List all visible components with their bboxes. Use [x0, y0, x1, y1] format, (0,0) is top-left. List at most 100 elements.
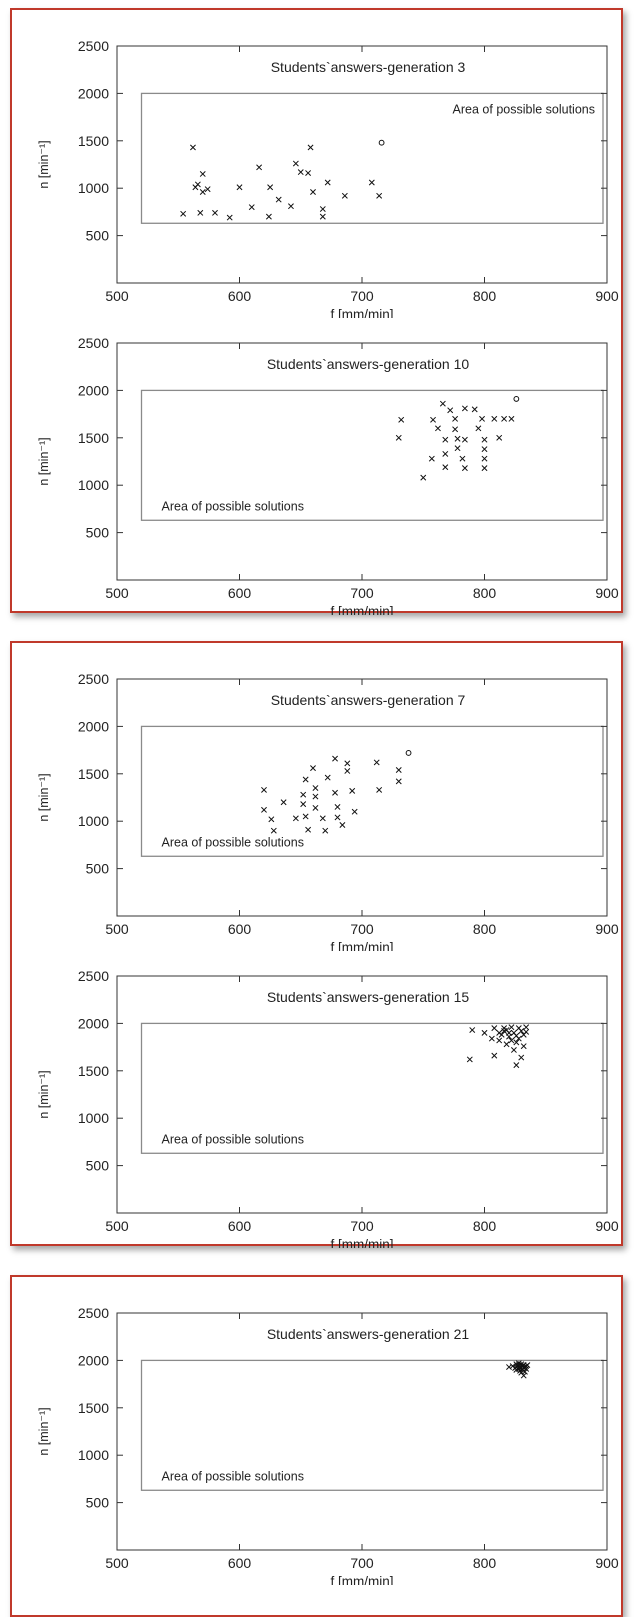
data-point: [199, 189, 206, 195]
region-label: Area of possible solutions: [162, 835, 304, 849]
scatter-chart-generation-3: Area of possible solutions Students`answe…: [37, 38, 619, 318]
data-point: [248, 204, 255, 211]
data-point: [452, 415, 459, 422]
possible-solutions-region: [140, 1359, 604, 1491]
x-tick-label: 500: [105, 585, 129, 601]
data-point: [332, 789, 339, 796]
data-point: [265, 213, 272, 220]
x-tick-label: 700: [350, 921, 374, 937]
possible-solutions-region: [140, 92, 604, 224]
x-tick-label: 500: [105, 921, 129, 937]
data-point: [212, 209, 218, 216]
y-tick-label: 2500: [78, 1305, 109, 1321]
x-tick-label: 500: [105, 1555, 129, 1571]
data-point: [300, 801, 307, 808]
x-tick-label: 800: [473, 921, 497, 937]
y-tick-label: 2000: [78, 718, 109, 734]
data-point: [461, 465, 468, 472]
data-point: [395, 767, 402, 773]
y-tick-label: 1500: [78, 1063, 109, 1079]
data-point: [523, 1028, 530, 1035]
data-point: [302, 776, 309, 783]
y-axis-label: n [min⁻¹]: [37, 773, 51, 821]
y-tick-label: 500: [86, 228, 110, 244]
data-point: [439, 400, 446, 407]
y-axis-label: n [min⁻¹]: [37, 1407, 51, 1455]
x-tick-label: 600: [228, 1218, 252, 1234]
data-point: [305, 826, 312, 833]
data-point: [312, 793, 319, 800]
x-axis-label: f [mm/min]: [331, 307, 394, 318]
data-point: [395, 434, 402, 441]
y-tick-label: 2000: [78, 85, 109, 101]
data-point: [280, 799, 287, 806]
data-point: [310, 765, 316, 772]
data-point: [324, 774, 331, 781]
data-point: [488, 1035, 495, 1042]
data-point: [420, 474, 427, 481]
data-point: [501, 1028, 508, 1034]
data-point: [261, 806, 267, 813]
data-point: [398, 416, 405, 423]
data-point: [344, 760, 351, 767]
possible-solutions-region: [140, 389, 604, 521]
data-point: [491, 1025, 498, 1032]
y-tick-label: 1000: [78, 813, 109, 829]
data-point: [430, 416, 437, 423]
x-axis-label: f [mm/min]: [331, 604, 394, 615]
x-tick-label: 900: [595, 921, 619, 937]
data-point: [226, 214, 233, 221]
x-tick-label: 700: [350, 1555, 374, 1571]
y-tick-label: 1500: [78, 766, 109, 782]
y-tick-label: 2500: [78, 968, 109, 984]
data-point: [332, 755, 339, 762]
chart-title: Students`answers-generation 10: [267, 356, 470, 372]
data-point: [459, 455, 466, 462]
data-point: [319, 206, 326, 213]
data-point: [475, 425, 482, 432]
data-point: [305, 170, 312, 176]
possible-solutions-region: [140, 1022, 604, 1154]
x-tick-label: 600: [228, 585, 252, 601]
data-point: [307, 144, 314, 151]
x-tick-label: 800: [473, 1555, 497, 1571]
data-point: [236, 184, 243, 191]
data-point: [513, 1062, 520, 1069]
data-point: [506, 1364, 512, 1370]
data-point: [447, 407, 454, 414]
data-point: [518, 1028, 525, 1034]
region-label: Area of possible solutions: [162, 1469, 304, 1483]
x-tick-label: 900: [595, 585, 619, 601]
data-point: [508, 415, 515, 422]
data-point: [428, 455, 435, 462]
y-tick-label: 1500: [78, 430, 109, 446]
data-point: [471, 406, 478, 413]
data-point: [292, 815, 299, 822]
y-tick-label: 500: [86, 525, 110, 541]
plot-frame: [116, 678, 608, 917]
y-tick-label: 1000: [78, 180, 109, 196]
region-label: Area of possible solutions: [162, 1132, 304, 1146]
x-tick-label: 500: [105, 1218, 129, 1234]
y-tick-label: 2000: [78, 1352, 109, 1368]
x-tick-label: 900: [595, 1555, 619, 1571]
data-point: [322, 827, 329, 834]
chart-title: Students`answers-generation 7: [271, 692, 466, 708]
x-axis-label: f [mm/min]: [331, 1237, 394, 1248]
data-point: [319, 213, 326, 220]
data-point: [275, 196, 282, 203]
data-point: [204, 186, 211, 193]
plot-frame: [116, 342, 608, 581]
chart-title: Students`answers-generation 15: [267, 989, 470, 1005]
data-point: [513, 1039, 520, 1046]
data-point: [461, 436, 468, 443]
data-point: [376, 192, 383, 199]
y-tick-label: 2000: [78, 382, 109, 398]
x-tick-label: 800: [473, 585, 497, 601]
x-tick-label: 900: [595, 1218, 619, 1234]
data-point: [312, 804, 319, 811]
data-point: [481, 465, 488, 472]
data-point: [496, 434, 503, 441]
y-tick-label: 1500: [78, 133, 109, 149]
data-point: [469, 1027, 476, 1033]
